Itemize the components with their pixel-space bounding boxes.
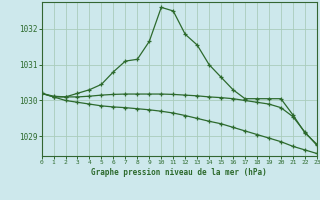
X-axis label: Graphe pression niveau de la mer (hPa): Graphe pression niveau de la mer (hPa) <box>91 168 267 177</box>
